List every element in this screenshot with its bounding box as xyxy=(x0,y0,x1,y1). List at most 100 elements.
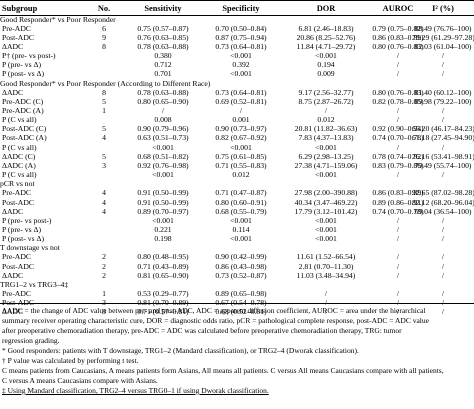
sensitivity-cell: 0.78 (0.63–0.88) xyxy=(137,41,189,51)
footnote-abbreviations-cont: after preoperative chemoradiation therap… xyxy=(2,326,402,335)
dor-cell: 8.75 (2.87–26.72) xyxy=(298,96,354,106)
dor-cell: 2.81 (0.70–11.30) xyxy=(298,261,354,271)
subgroup-cell: P (post- vs Δ) xyxy=(2,234,45,244)
subgroup-cell: ΔADC xyxy=(2,206,24,216)
auroc-cell: 0.78 (0.74–0.82) xyxy=(372,151,424,161)
specificity-cell: 0.89 (0.65–0.98) xyxy=(215,289,267,298)
dor-cell: <0.001 xyxy=(315,142,337,152)
table-row: P (pre- vs post-) <0.001 <0.001 <0.001 / / xyxy=(0,216,474,227)
sensitivity-cell: 0.008 xyxy=(154,115,172,125)
sensitivity-cell: 0.71 (0.43–0.89) xyxy=(137,261,189,271)
count-cell: 5 xyxy=(102,124,106,134)
i2-cell: / xyxy=(441,270,445,280)
table-row: ΔADC (A) 3 0.92 (0.76–0.98) 0.71 (0.55–0.83… xyxy=(0,161,474,172)
sensitivity-cell: 0.90 (0.79–0.96) xyxy=(137,124,189,134)
subgroup-cell: Pre-ADC xyxy=(2,23,32,33)
i2-cell: 81.40 (60.12–100) xyxy=(414,87,472,97)
specificity-cell: 0.71 (0.55–0.83) xyxy=(215,160,267,170)
section-row: TRG1–2 vs TRG3–4‡ xyxy=(0,280,474,291)
specificity-cell: <0.001 xyxy=(230,215,252,225)
table-header: Subgroup No. Sensitivity Specificity DOR… xyxy=(0,0,474,16)
count-cell: 8 xyxy=(102,41,106,51)
table-row: Post-ADC 9 0.76 (0.63–0.85) 0.87 (0.75–0.94… xyxy=(0,33,474,44)
subgroup-cell: Pre-ADC (A) xyxy=(2,106,44,115)
subgroup-cell: P (pre- vs Δ) xyxy=(2,224,42,234)
specificity-cell: <0.001 xyxy=(230,69,252,79)
i2-cell: 92.65 (87.02–98.28) xyxy=(412,188,474,198)
specificity-cell: 0.68 (0.52–0.81) xyxy=(215,307,267,317)
i2-cell: / xyxy=(441,252,445,262)
subgroup-cell: ΔADC xyxy=(2,307,24,317)
section-row: Good Responder* vs Poor Responder (Accor… xyxy=(0,79,474,90)
section-row: Good Responder* vs Poor Responder xyxy=(0,15,474,26)
i2-cell: / xyxy=(441,289,445,298)
auroc-cell: 0.74 (0.70–0.78) xyxy=(372,133,424,143)
section-label: T downstage vs not xyxy=(0,243,60,253)
sensitivity-cell: <0.001 xyxy=(152,215,174,225)
table-row: P (post- vs Δ) 0.701 <0.001 0.009 / / xyxy=(0,69,474,80)
dor-cell: / xyxy=(324,298,328,308)
i2-cell: 69.04 (36.54–100) xyxy=(414,206,472,216)
specificity-cell: 0.69 (0.52–0.81) xyxy=(215,96,267,106)
dor-cell: 11.03 (3.48–34.94) xyxy=(296,270,356,280)
auroc-cell: / xyxy=(396,224,400,234)
count-cell: 3 xyxy=(102,307,106,317)
i2-cell: / xyxy=(441,60,445,70)
header-i2: I² (%) xyxy=(432,4,454,13)
i2-cell: 61.18 (27.45–94.90) xyxy=(412,133,474,143)
footnote-p-value: † P value was calculated by performing t… xyxy=(2,356,139,365)
table-row: ΔADC 3 0.71 (0.57–0.81) 0.68 (0.52–0.81) / / / xyxy=(0,307,474,318)
sensitivity-cell: 0.198 xyxy=(154,234,172,244)
section-label: Good Responder* vs Poor Responder (Accor… xyxy=(0,78,211,88)
count-cell: 4 xyxy=(102,197,106,207)
subgroup-cell: Pre-ADC (C) xyxy=(2,96,44,106)
count-cell: 3 xyxy=(102,160,106,170)
auroc-cell: 0.74 (0.70–0.78) xyxy=(372,206,424,216)
auroc-cell: / xyxy=(396,69,400,79)
sensitivity-cell: 0.701 xyxy=(154,69,172,79)
footnote-race: C means patients from Caucasians, A mean… xyxy=(2,366,444,375)
auroc-cell: / xyxy=(396,234,400,244)
specificity-cell: 0.86 (0.43–0.98) xyxy=(215,261,267,271)
auroc-cell: 0.80 (0.76–0.83) xyxy=(372,41,424,51)
sensitivity-cell: 0.63 (0.51–0.73) xyxy=(137,133,189,143)
sensitivity-cell: 0.380 xyxy=(154,51,172,61)
header-sensitivity: Sensitivity xyxy=(144,4,182,13)
sensitivity-cell: 0.221 xyxy=(154,224,172,234)
auroc-cell: 0.86 (0.83–0.89) xyxy=(372,32,424,42)
subgroup-cell: ΔADC xyxy=(2,41,24,51)
dor-cell: 9.17 (2.56–32.77) xyxy=(298,87,354,97)
table-row: ΔADC 4 0.89 (0.70–0.97) 0.68 (0.55–0.79) 17.… xyxy=(0,207,474,218)
specificity-cell: 0.71 (0.47–0.87) xyxy=(215,188,267,198)
table-row: ΔADC (C) 5 0.68 (0.51–0.82) 0.75 (0.61–0.85… xyxy=(0,152,474,163)
subgroup-cell: Post-ADC (A) xyxy=(2,133,47,143)
auroc-cell: / xyxy=(396,298,400,308)
count-cell: 4 xyxy=(102,133,106,143)
auroc-cell: / xyxy=(396,115,400,125)
table-row: ΔADC 2 0.81 (0.65–0.90) 0.73 (0.52–0.87) 11.… xyxy=(0,271,474,282)
i2-cell: / xyxy=(441,298,445,308)
count-cell: 3 xyxy=(102,298,106,308)
table-row: P (C vs all) <0.001 0.012 <0.001 / / xyxy=(0,170,474,181)
section-row: pCR vs not xyxy=(0,179,474,190)
footnote-abbreviations: ΔADC = the change of ADC value between p… xyxy=(2,306,426,315)
count-cell: 5 xyxy=(102,96,106,106)
subgroup-cell: P (C vs all) xyxy=(2,142,37,152)
i2-cell: 79.29 (61.29–97.28) xyxy=(412,32,474,42)
sensitivity-cell: 0.81 (0.65–0.90) xyxy=(137,270,189,280)
count-cell: 1 xyxy=(102,289,106,298)
i2-cell: 88.49 (76.76–100) xyxy=(414,23,472,33)
dor-cell: <0.001 xyxy=(315,234,337,244)
sensitivity-cell: / xyxy=(161,106,165,115)
sensitivity-cell: 0.712 xyxy=(154,60,172,70)
sensitivity-cell: 0.75 (0.57–0.87) xyxy=(137,23,189,33)
subgroup-cell: Post-ADC xyxy=(2,32,35,42)
count-cell: 2 xyxy=(102,252,106,262)
auroc-cell: / xyxy=(396,60,400,70)
footnote-race-cont: C versus A means Caucasians compare with… xyxy=(2,376,158,385)
subgroup-cell: P (C vs all) xyxy=(2,115,37,125)
specificity-cell: 0.001 xyxy=(232,115,250,125)
sensitivity-cell: 0.92 (0.76–0.98) xyxy=(137,160,189,170)
header-dor: DOR xyxy=(316,4,336,13)
